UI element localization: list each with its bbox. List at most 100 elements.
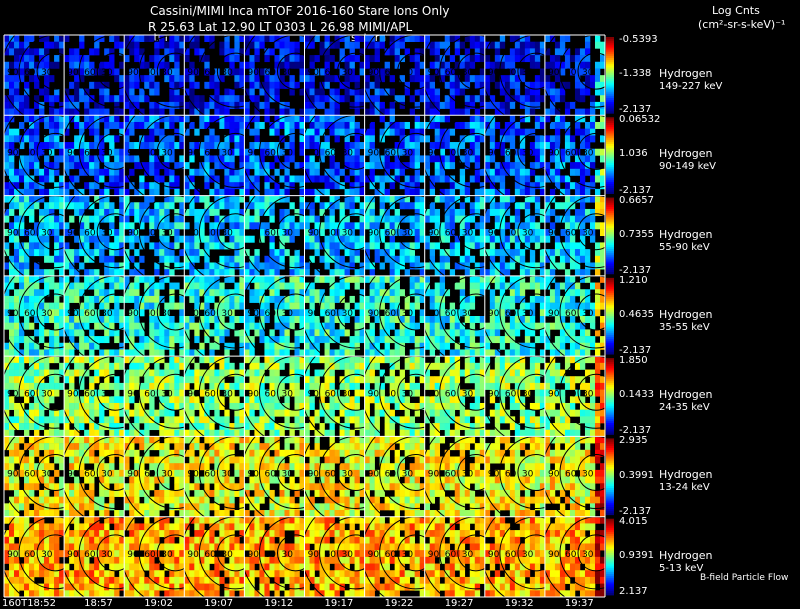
heatmap-cell	[289, 389, 295, 397]
heatmap-cell	[79, 396, 85, 404]
heatmap-cell	[544, 275, 551, 283]
heatmap-cell	[514, 316, 521, 323]
heatmap-cell	[124, 35, 130, 42]
heatmap-cell	[439, 68, 446, 76]
heatmap-cell	[49, 108, 55, 116]
heatmap-cell	[264, 309, 270, 317]
heatmap-cell	[129, 423, 135, 431]
heatmap-cell	[124, 142, 130, 150]
heatmap-cell	[54, 342, 60, 350]
heatmap-cell	[364, 249, 370, 257]
heatmap-cell	[269, 242, 275, 250]
heatmap-cell	[174, 429, 180, 437]
heatmap-cell	[154, 302, 160, 310]
heatmap-cell	[214, 95, 220, 103]
heatmap-cell	[314, 55, 320, 63]
heatmap-cell	[499, 289, 506, 297]
heatmap-cell	[99, 275, 105, 283]
heatmap-cell	[314, 349, 320, 357]
heatmap-cell	[289, 135, 295, 143]
heatmap-cell	[109, 168, 115, 176]
heatmap-cell	[269, 262, 275, 270]
heatmap-cell	[369, 155, 375, 163]
heatmap-cell	[289, 121, 295, 129]
heatmap-cell	[364, 208, 370, 216]
heatmap-cell	[39, 61, 45, 69]
heatmap-cell	[124, 235, 130, 243]
heatmap-cell	[104, 402, 110, 410]
heatmap-cell	[94, 128, 100, 136]
heatmap-cell	[489, 295, 496, 303]
heatmap-cell	[469, 61, 476, 69]
heatmap-cell	[99, 402, 105, 410]
heatmap-cell	[179, 409, 185, 417]
heatmap-cell	[254, 108, 260, 116]
heatmap-cell	[239, 423, 245, 431]
heatmap-cell	[139, 369, 145, 377]
heatmap-cell	[349, 148, 355, 156]
heatmap-cell	[409, 35, 415, 42]
heatmap-cell	[44, 61, 50, 69]
heatmap-cell	[134, 342, 140, 350]
heatmap-cell	[249, 382, 255, 390]
heatmap-cell	[79, 316, 85, 323]
heatmap-cell	[94, 41, 100, 49]
heatmap-cell	[304, 108, 310, 116]
heatmap-cell	[384, 316, 390, 323]
heatmap-cell	[39, 68, 45, 76]
heatmap-cell	[104, 108, 110, 116]
heatmap-cell	[19, 61, 25, 69]
heatmap-cell	[144, 61, 150, 69]
heatmap-cell	[244, 429, 250, 437]
heatmap-cell	[459, 41, 466, 49]
heatmap-cell	[539, 81, 545, 89]
heatmap-cell	[154, 115, 160, 123]
heatmap-cell	[409, 336, 415, 344]
heatmap-cell	[109, 255, 115, 263]
heatmap-cell	[374, 336, 380, 344]
heatmap-cell	[294, 55, 300, 63]
heatmap-cell	[84, 182, 90, 190]
heatmap-cell	[294, 289, 300, 297]
heatmap-cell	[399, 249, 405, 257]
heatmap-cell	[134, 249, 140, 257]
heatmap-panel	[424, 35, 485, 116]
heatmap-cell	[109, 35, 115, 42]
heatmap-cell	[79, 128, 85, 136]
heatmap-cell	[429, 342, 436, 350]
heatmap-cell	[489, 309, 496, 317]
heatmap-cell	[9, 61, 15, 69]
heatmap-cell	[94, 336, 100, 344]
heatmap-cell	[384, 208, 390, 216]
heatmap-cell	[414, 229, 420, 237]
heatmap-cell	[249, 235, 255, 243]
heatmap-cell	[124, 155, 130, 163]
heatmap-cell	[189, 121, 195, 129]
heatmap-cell	[19, 282, 25, 290]
heatmap-cell	[149, 155, 155, 163]
heatmap-cell	[324, 215, 330, 223]
heatmap-cell	[564, 229, 571, 237]
heatmap-cell	[409, 68, 415, 76]
heatmap-cell	[309, 162, 315, 170]
heatmap-cell	[64, 229, 70, 237]
heatmap-cell	[314, 35, 320, 42]
heatmap-cell	[74, 389, 80, 397]
heatmap-cell	[54, 409, 60, 417]
heatmap-cell	[134, 275, 140, 283]
heatmap-cell	[309, 309, 315, 317]
heatmap-cell	[359, 316, 365, 323]
heatmap-cell	[469, 35, 476, 42]
heatmap-cell	[104, 302, 110, 310]
heatmap-cell	[414, 235, 420, 243]
heatmap-cell	[344, 302, 350, 310]
heatmap-cell	[139, 302, 145, 310]
heatmap-cell	[394, 349, 400, 357]
heatmap-cell	[509, 142, 516, 150]
heatmap-cell	[119, 88, 125, 96]
heatmap-cell	[39, 409, 45, 417]
heatmap-cell	[44, 362, 50, 370]
heatmap-cell	[9, 108, 15, 116]
heatmap-cell	[69, 48, 75, 56]
heatmap-cell	[24, 316, 30, 323]
